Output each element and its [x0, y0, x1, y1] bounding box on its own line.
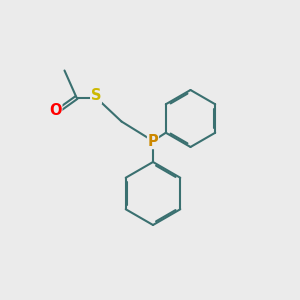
Text: P: P	[148, 134, 158, 148]
Text: S: S	[91, 88, 101, 104]
Text: O: O	[49, 103, 62, 118]
